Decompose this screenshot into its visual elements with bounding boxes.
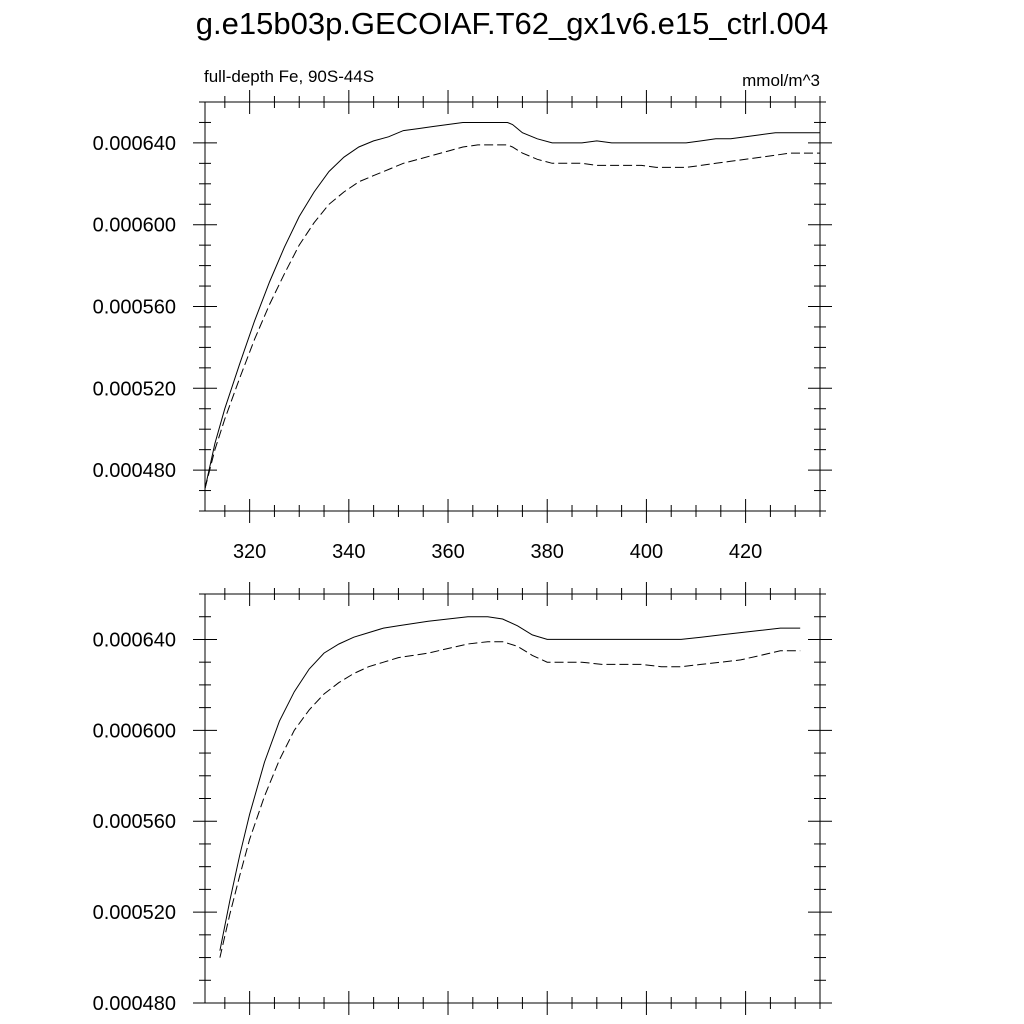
y-tick-label: 0.000600 — [93, 720, 176, 742]
y-tick-label: 0.000480 — [93, 993, 176, 1015]
x-tick-label: 360 — [431, 541, 464, 563]
y-tick-label: 0.000520 — [93, 902, 176, 924]
dashed-series-line — [219, 641, 801, 958]
solid-series-line — [219, 616, 801, 951]
y-tick-label: 0.000640 — [93, 629, 176, 651]
y-tick-label: 0.000600 — [93, 215, 176, 237]
y-tick-label: 0.000640 — [93, 133, 176, 155]
dashed-series-line — [205, 144, 820, 489]
plot-frame — [204, 101, 821, 512]
top-left-label: full-depth Fe, 90S-44S — [204, 67, 374, 86]
y-tick-label: 0.000560 — [93, 811, 176, 833]
solid-series-line — [205, 122, 820, 489]
x-tick-label: 340 — [332, 541, 365, 563]
bottom-panel: 0.000480 0.000520 0.000560 0.000600 0.000640 — [93, 582, 832, 1015]
x-tick-label: 380 — [531, 541, 564, 563]
units-label: mmol/m^3 — [742, 71, 820, 90]
top-panel: full-depth Fe, 90S-44S mmol/m^3 320 340 36… — [93, 67, 832, 563]
x-tick-label: 400 — [630, 541, 663, 563]
page-title: g.e15b03p.GECOIAF.T62_gx1v6.e15_ctrl.004 — [195, 6, 829, 41]
y-tick-label: 0.000480 — [93, 460, 176, 482]
x-tick-label: 420 — [729, 541, 762, 563]
plot-frame — [204, 593, 821, 1004]
x-tick-label: 320 — [233, 541, 266, 563]
y-tick-label: 0.000560 — [93, 297, 176, 319]
y-tick-label: 0.000520 — [93, 378, 176, 400]
